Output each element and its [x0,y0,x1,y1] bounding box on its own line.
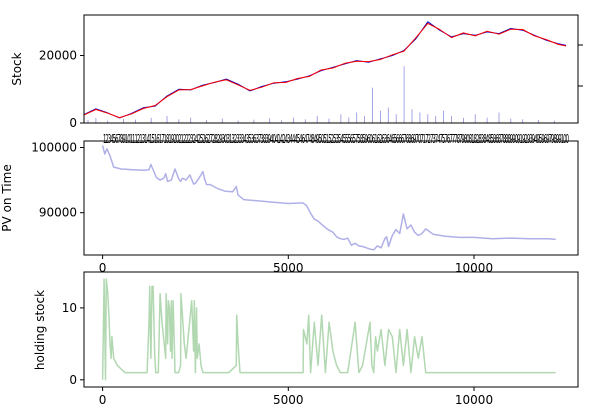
pv-y-axis-label: PV on Time [0,164,14,231]
holding-series-line-0 [101,278,556,381]
x-tick-label: 10000 [455,261,493,275]
stock-axes-frame [83,14,579,124]
pv-y-axis: 90000 100000 [31,141,84,220]
pv-series-line-0 [101,145,556,251]
pv-plot-area [101,145,556,251]
holding-y-axis-label: holding stock [33,290,47,370]
x-tick-label: 0 [99,393,107,407]
pv-axes-frame [83,140,579,256]
x-tick-label: 5000 [273,393,304,407]
x-tick-label: 5000 [273,261,304,275]
y-tick-label: 0 [69,373,77,387]
holding-plot-area [101,278,556,381]
y-tick-label: 0 [69,116,77,130]
stock-y-axis: 0 20000 [39,49,84,130]
stock-series-line-1 [83,22,567,119]
pv-panel: 90000 100000 0 5000 10000 PV on Time [0,140,579,275]
stock-plot-area [83,21,567,123]
stock-x-tick-labels: 1234567891011121314151617181920212223242… [103,132,569,146]
holding-y-axis: 0 10 [62,301,84,387]
y-tick-label: 10 [62,301,77,315]
stock-panel: 0 20000 Stock 123456789101112131415161718… [10,14,583,146]
y-tick-label: 100000 [31,141,77,155]
y-tick-label: 20000 [39,49,77,63]
y-tick-label: 90000 [39,206,77,220]
holding-axes-frame [83,271,579,388]
x-tick-label: 10000 [455,393,493,407]
x-tick-label: 0 [99,261,107,275]
stock-right-axis [578,44,583,87]
holding-panel: 0 10 0 5000 10000 holding stock [33,271,579,407]
stock-series-line-0 [83,21,567,119]
stock-y-axis-label: Stock [10,52,24,85]
holding-x-axis: 0 5000 10000 [99,387,493,407]
